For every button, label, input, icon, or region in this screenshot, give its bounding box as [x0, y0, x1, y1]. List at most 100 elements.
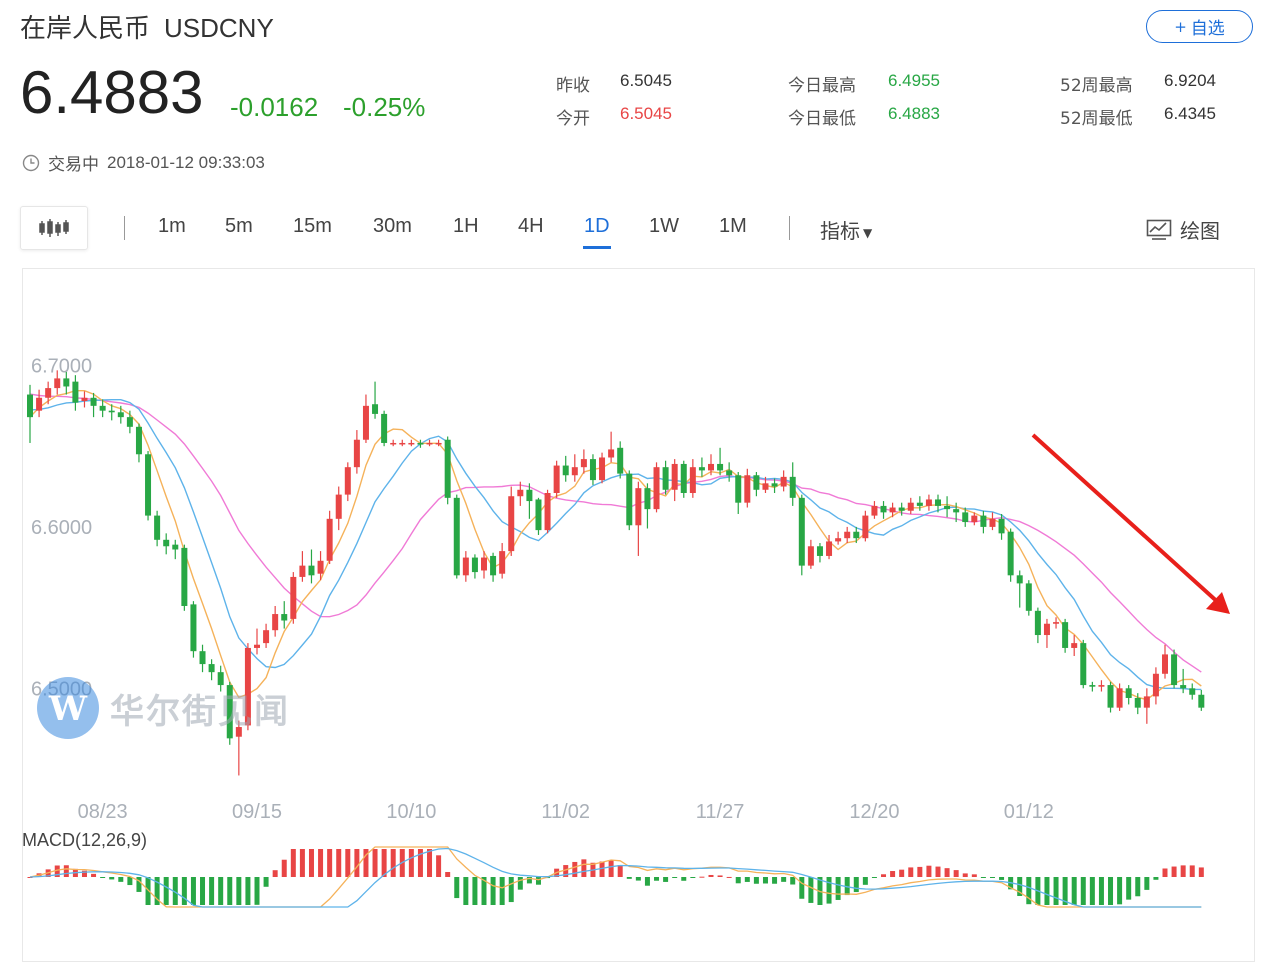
tab-1m[interactable]: 1m: [158, 215, 186, 237]
macd-histogram-bar: [744, 877, 750, 882]
prev-close-label: 昨收: [556, 76, 590, 96]
candle-body: [154, 515, 161, 540]
watermark: W 华尔街见闻: [36, 676, 290, 740]
status-text: 交易中: [48, 155, 99, 175]
macd-histogram-bar: [890, 871, 896, 877]
candle-body: [617, 447, 624, 474]
macd-histogram-bar: [472, 877, 478, 905]
candle-body: [344, 467, 351, 495]
candle-body: [1171, 654, 1178, 686]
tab-1h[interactable]: 1H: [453, 215, 479, 237]
watermark-text: 华尔街见闻: [110, 691, 290, 732]
candle-body: [998, 518, 1005, 534]
candle-body: [1007, 531, 1014, 576]
tab-4h[interactable]: 4H: [518, 215, 544, 237]
macd-histogram-bar: [136, 877, 142, 892]
macd-histogram-bar: [654, 877, 660, 881]
candle-body: [36, 397, 43, 411]
candle-body: [880, 505, 887, 513]
candle-body: [381, 413, 388, 443]
candle-body: [1134, 697, 1141, 708]
price-chart[interactable]: 6.70006.60006.500008/2309/1510/1011/0211…: [23, 269, 1255, 962]
macd-histogram-bar: [1180, 865, 1186, 877]
macd-histogram-bar: [508, 877, 514, 903]
macd-histogram-bar: [336, 849, 342, 877]
macd-histogram-bar: [962, 873, 968, 877]
candle-body: [208, 664, 215, 673]
candle-body: [444, 439, 451, 498]
macd-histogram-bar: [408, 849, 414, 877]
tab-1w[interactable]: 1W: [649, 215, 679, 237]
candle-body: [662, 467, 669, 490]
candle-body: [199, 651, 206, 665]
candle-body: [490, 555, 497, 576]
candle-body: [281, 614, 288, 621]
candle-body: [362, 405, 369, 440]
tab-1mo[interactable]: 1M: [719, 215, 747, 237]
macd-histogram-bar: [626, 877, 632, 879]
macd-histogram-bar: [862, 877, 868, 885]
macd-histogram-bar: [236, 877, 242, 905]
candle-body: [1116, 688, 1123, 708]
wk52-high-value: 6.9204: [1164, 71, 1216, 90]
candle-body: [626, 473, 633, 526]
chart-panel[interactable]: 6.70006.60006.500008/2309/1510/1011/0211…: [22, 268, 1255, 962]
macd-histogram-bar: [617, 865, 623, 877]
candle-body: [1053, 622, 1060, 624]
macd-histogram-bar: [899, 869, 905, 877]
candle-body: [408, 442, 415, 445]
macd-histogram-bar: [808, 877, 814, 903]
add-favorite-button[interactable]: + 自选: [1146, 10, 1253, 43]
caret-down-icon: ▼: [863, 225, 873, 240]
candle-body: [798, 497, 805, 566]
day-low-label: 今日最低: [788, 109, 856, 129]
candle-body: [390, 442, 397, 445]
indicators-dropdown[interactable]: 指标 ▼: [820, 215, 872, 244]
candle-body: [145, 454, 152, 516]
candle-body: [81, 397, 88, 401]
candle-body: [135, 426, 142, 455]
candle-body: [499, 551, 506, 574]
candle-body: [653, 467, 660, 510]
chart-type-button[interactable]: [20, 206, 88, 250]
tab-5m[interactable]: 5m: [225, 215, 253, 237]
macd-histogram-bar: [517, 877, 523, 890]
candle-body: [1180, 685, 1187, 689]
tab-15m[interactable]: 15m: [293, 215, 332, 237]
candle-body: [1043, 623, 1050, 636]
candle-body: [108, 410, 115, 413]
candle-body: [526, 489, 533, 502]
candle-body: [1034, 610, 1041, 636]
candle-body: [399, 442, 406, 445]
page-title: 在岸人民币 USDCNY: [20, 8, 274, 45]
tab-1d[interactable]: 1D: [584, 215, 610, 237]
candle-body: [835, 538, 842, 542]
day-high-label: 今日最高: [788, 76, 856, 96]
macd-histogram-bar: [1117, 877, 1123, 905]
macd-histogram-bar: [672, 877, 678, 878]
candle-body: [45, 388, 52, 398]
draw-button[interactable]: 绘图: [1146, 215, 1220, 244]
status-timestamp: 2018-01-12 09:33:03: [107, 152, 265, 172]
macd-histogram-bar: [1062, 877, 1068, 905]
macd-histogram-bar: [91, 873, 97, 877]
open-value: 6.5045: [620, 104, 672, 123]
macd-histogram-bar: [381, 849, 387, 877]
tab-30m[interactable]: 30m: [373, 215, 412, 237]
macd-histogram-bar: [27, 877, 33, 878]
candle-body: [63, 378, 70, 387]
macd-histogram-bar: [463, 877, 469, 905]
candle-body: [671, 463, 678, 490]
candle-body: [680, 463, 687, 493]
macd-histogram-bar: [708, 874, 714, 877]
macd-histogram-bar: [563, 865, 569, 877]
candle-body: [27, 394, 33, 418]
macd-histogram-bar: [572, 861, 578, 877]
candle-body: [599, 457, 606, 481]
clock-icon: [22, 154, 40, 171]
candle-body: [1062, 622, 1069, 648]
candle-body: [844, 531, 851, 539]
candle-body: [989, 518, 996, 527]
macd-histogram-bar: [109, 877, 115, 880]
candle-body: [953, 509, 960, 513]
